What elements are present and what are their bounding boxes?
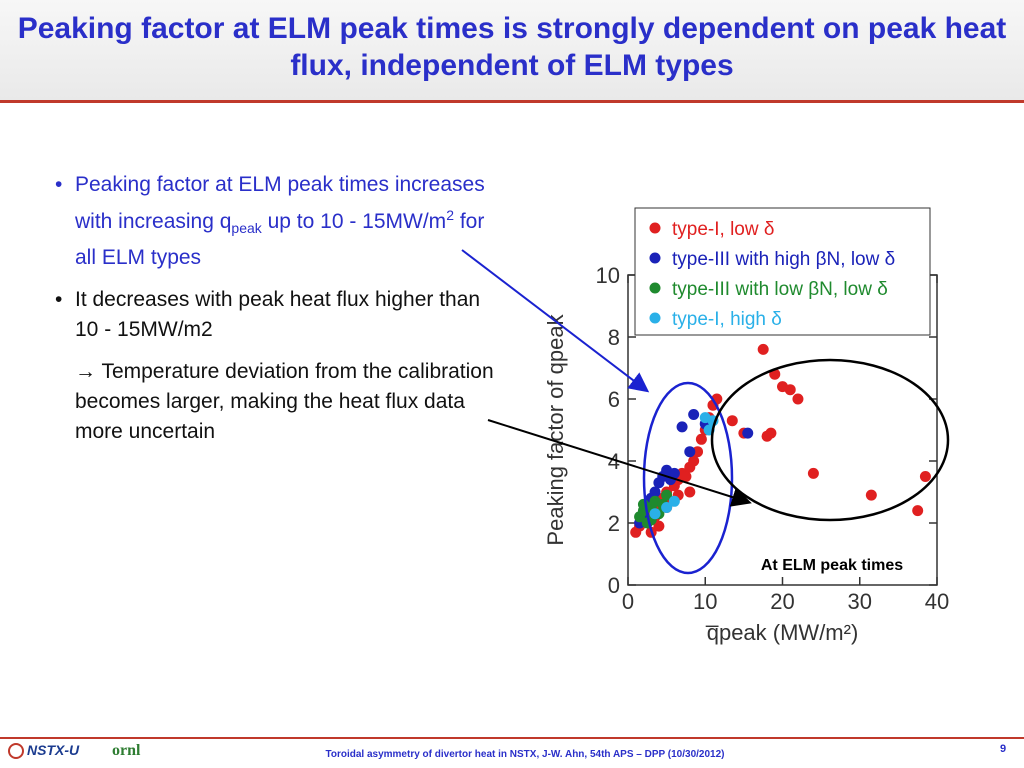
bullet-2-text: It decreases with peak heat flux higher … xyxy=(75,288,481,342)
y-axis-label: Peaking factor of qpeak xyxy=(543,313,568,545)
legend-box xyxy=(634,207,931,336)
x-tick-label: 30 xyxy=(848,589,872,614)
legend-label: type-I, high δ xyxy=(672,309,782,330)
legend-label: type-III with low βN, low δ xyxy=(672,279,888,300)
nstx-logo-icon xyxy=(8,743,24,760)
bullet-dot: • xyxy=(55,173,63,196)
data-point-1 xyxy=(680,471,692,482)
blue-ellipse xyxy=(642,381,734,575)
data-point-1 xyxy=(688,455,700,467)
y-tick-label: 10 xyxy=(596,263,620,288)
arrow-note: → Temperature deviation from the calibra… xyxy=(75,360,494,444)
header xyxy=(0,0,1024,100)
data-point-4 xyxy=(649,508,661,520)
bullet-1-sup: 2 xyxy=(446,207,454,223)
data-point-1 xyxy=(765,427,777,439)
data-point-1 xyxy=(912,505,924,517)
footer-divider xyxy=(0,737,1024,739)
black-arrow xyxy=(487,419,752,507)
legend-marker xyxy=(649,222,661,234)
y-tick-label: 8 xyxy=(608,325,620,350)
data-point-2 xyxy=(676,421,688,433)
blue-arrow xyxy=(461,249,650,393)
data-point-1 xyxy=(695,433,707,445)
bullet-dot: • xyxy=(55,288,63,312)
y-tick-label: 0 xyxy=(608,573,620,598)
data-point-1 xyxy=(653,520,665,532)
slide-title: Peaking factor at ELM peak times is stro… xyxy=(17,12,1007,82)
data-point-1 xyxy=(792,393,804,405)
data-point-2 xyxy=(649,486,661,498)
data-point-1 xyxy=(865,489,877,501)
ornl-logo: ornl xyxy=(112,742,141,759)
chart-axes: 0 10 20 30 40 0 2 4 6 8 10 q̅peak (MW/m²) Peaking fa… xyxy=(543,263,949,645)
legend-marker xyxy=(649,282,661,294)
data-point-1 xyxy=(726,415,738,427)
header-divider xyxy=(0,100,1024,103)
bullet-item-2: • It decreases with peak heat flux highe… xyxy=(55,285,495,345)
y-tick-label: 6 xyxy=(608,387,620,412)
x-tick-label: 40 xyxy=(925,589,949,614)
data-point-4 xyxy=(668,495,680,507)
chart-points xyxy=(630,343,931,538)
y-tick-label: 4 xyxy=(608,449,620,474)
bullet-1-mid: up to 10 - 15MW/m xyxy=(261,210,447,233)
data-point-1 xyxy=(684,486,696,498)
nstx-logo: NSTX-U xyxy=(8,742,80,760)
x-tick-label: 0 xyxy=(622,589,634,614)
legend-marker xyxy=(649,252,661,264)
bullet-1-sub: peak xyxy=(231,220,262,237)
data-point-3 xyxy=(661,489,673,501)
chart-legend: type-I, low δ type-III with high βN, low … xyxy=(634,207,931,336)
black-ellipse xyxy=(710,358,950,522)
legend-marker xyxy=(649,312,661,324)
data-point-2 xyxy=(668,467,680,479)
x-tick-label: 20 xyxy=(770,589,794,614)
y-tick-label: 2 xyxy=(608,511,620,536)
x-axis-label: q̅peak (MW/m²) xyxy=(705,620,858,645)
data-point-2 xyxy=(684,446,696,458)
data-point-4 xyxy=(661,502,673,513)
data-point-1 xyxy=(919,471,931,482)
bullet-1-post: for all ELM types xyxy=(75,210,485,270)
bullet-list: • Peaking factor at ELM peak times incre… xyxy=(55,170,495,447)
bullet-1-pre: Peaking factor at ELM peak times increas… xyxy=(75,173,485,233)
data-point-4 xyxy=(699,412,711,424)
data-point-1 xyxy=(784,384,796,396)
data-point-1 xyxy=(692,446,704,458)
chart-annotation: At ELM peak times xyxy=(761,557,903,574)
legend-label: type-III with high βN, low δ xyxy=(672,249,895,270)
chart-overlays: At ELM peak times xyxy=(461,249,950,575)
nstx-logo-text: NSTX-U xyxy=(27,742,80,758)
x-tick-label: 10 xyxy=(693,589,717,614)
scatter-chart: 0 10 20 30 40 0 2 4 6 8 10 q̅peak (MW/m²) Peaking fa… xyxy=(461,207,950,645)
bullet-item-1: • Peaking factor at ELM peak times incre… xyxy=(55,170,495,273)
legend-label: type-I, low δ xyxy=(672,219,774,240)
page-number: 9 xyxy=(1000,743,1007,755)
footer-citation: Toroidal asymmetry of divertor heat in N… xyxy=(325,749,725,760)
data-point-1 xyxy=(757,343,769,355)
data-point-2 xyxy=(688,409,700,420)
data-point-1 xyxy=(807,467,819,479)
data-point-2 xyxy=(742,427,754,439)
